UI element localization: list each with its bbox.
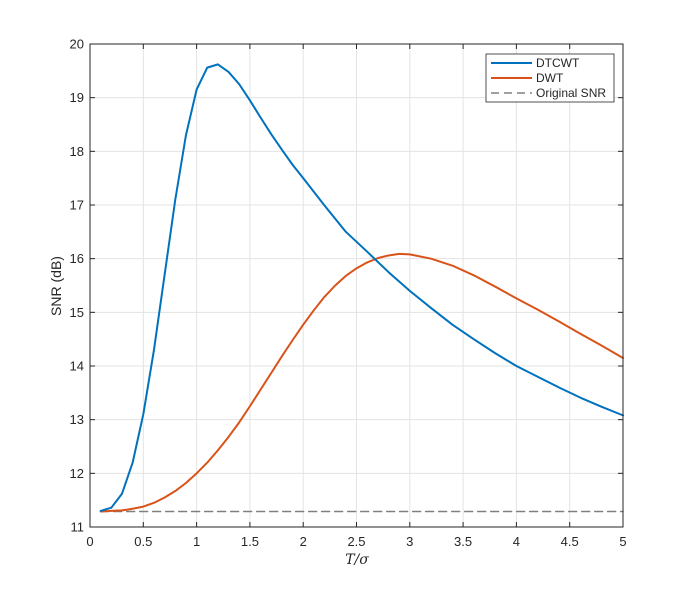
- y-tick-label: 13: [70, 412, 84, 427]
- legend-label-original-snr: Original SNR: [536, 86, 606, 100]
- x-tick-label: 5: [619, 534, 626, 549]
- legend: DTCWT DWT Original SNR: [485, 53, 615, 103]
- series-line-dwt: [99, 252, 624, 513]
- x-tick-label: 3.5: [454, 534, 472, 549]
- y-tick-label: 12: [70, 466, 84, 481]
- y-tick-label: 16: [70, 251, 84, 266]
- x-tick-label: 4: [513, 534, 520, 549]
- x-tick-label: 1: [193, 534, 200, 549]
- x-axis-label: T/σ: [345, 552, 369, 568]
- y-tick-label: 15: [70, 305, 84, 320]
- y-tick-label: 19: [70, 90, 84, 105]
- x-tick-label: 1.5: [241, 534, 259, 549]
- y-tick-label: 17: [70, 198, 84, 213]
- x-tick-label: 2: [300, 534, 307, 549]
- y-tick-label: 18: [70, 144, 84, 159]
- y-tick-label: 20: [70, 37, 84, 52]
- axis-ticks: 0 0.5 1 1.5 2 2.5 3 3.5 4 4.5 5 11 12 13 14 15 16 17 18 19 2…: [70, 37, 627, 550]
- legend-label-dwt: DWT: [536, 71, 564, 85]
- y-tick-label: 11: [71, 520, 85, 535]
- y-tick-label: 14: [70, 359, 84, 374]
- series-line-dtcwt: [99, 63, 624, 512]
- series-layer: [99, 63, 624, 513]
- x-tick-label: 0.5: [134, 534, 152, 549]
- x-tick-label: 4.5: [561, 534, 579, 549]
- x-tick-label: 3: [406, 534, 413, 549]
- y-axis-label: SNR (dB): [48, 256, 64, 316]
- x-tick-label: 0: [86, 534, 93, 549]
- x-tick-label: 2.5: [347, 534, 365, 549]
- legend-label-dtcwt: DTCWT: [536, 56, 580, 70]
